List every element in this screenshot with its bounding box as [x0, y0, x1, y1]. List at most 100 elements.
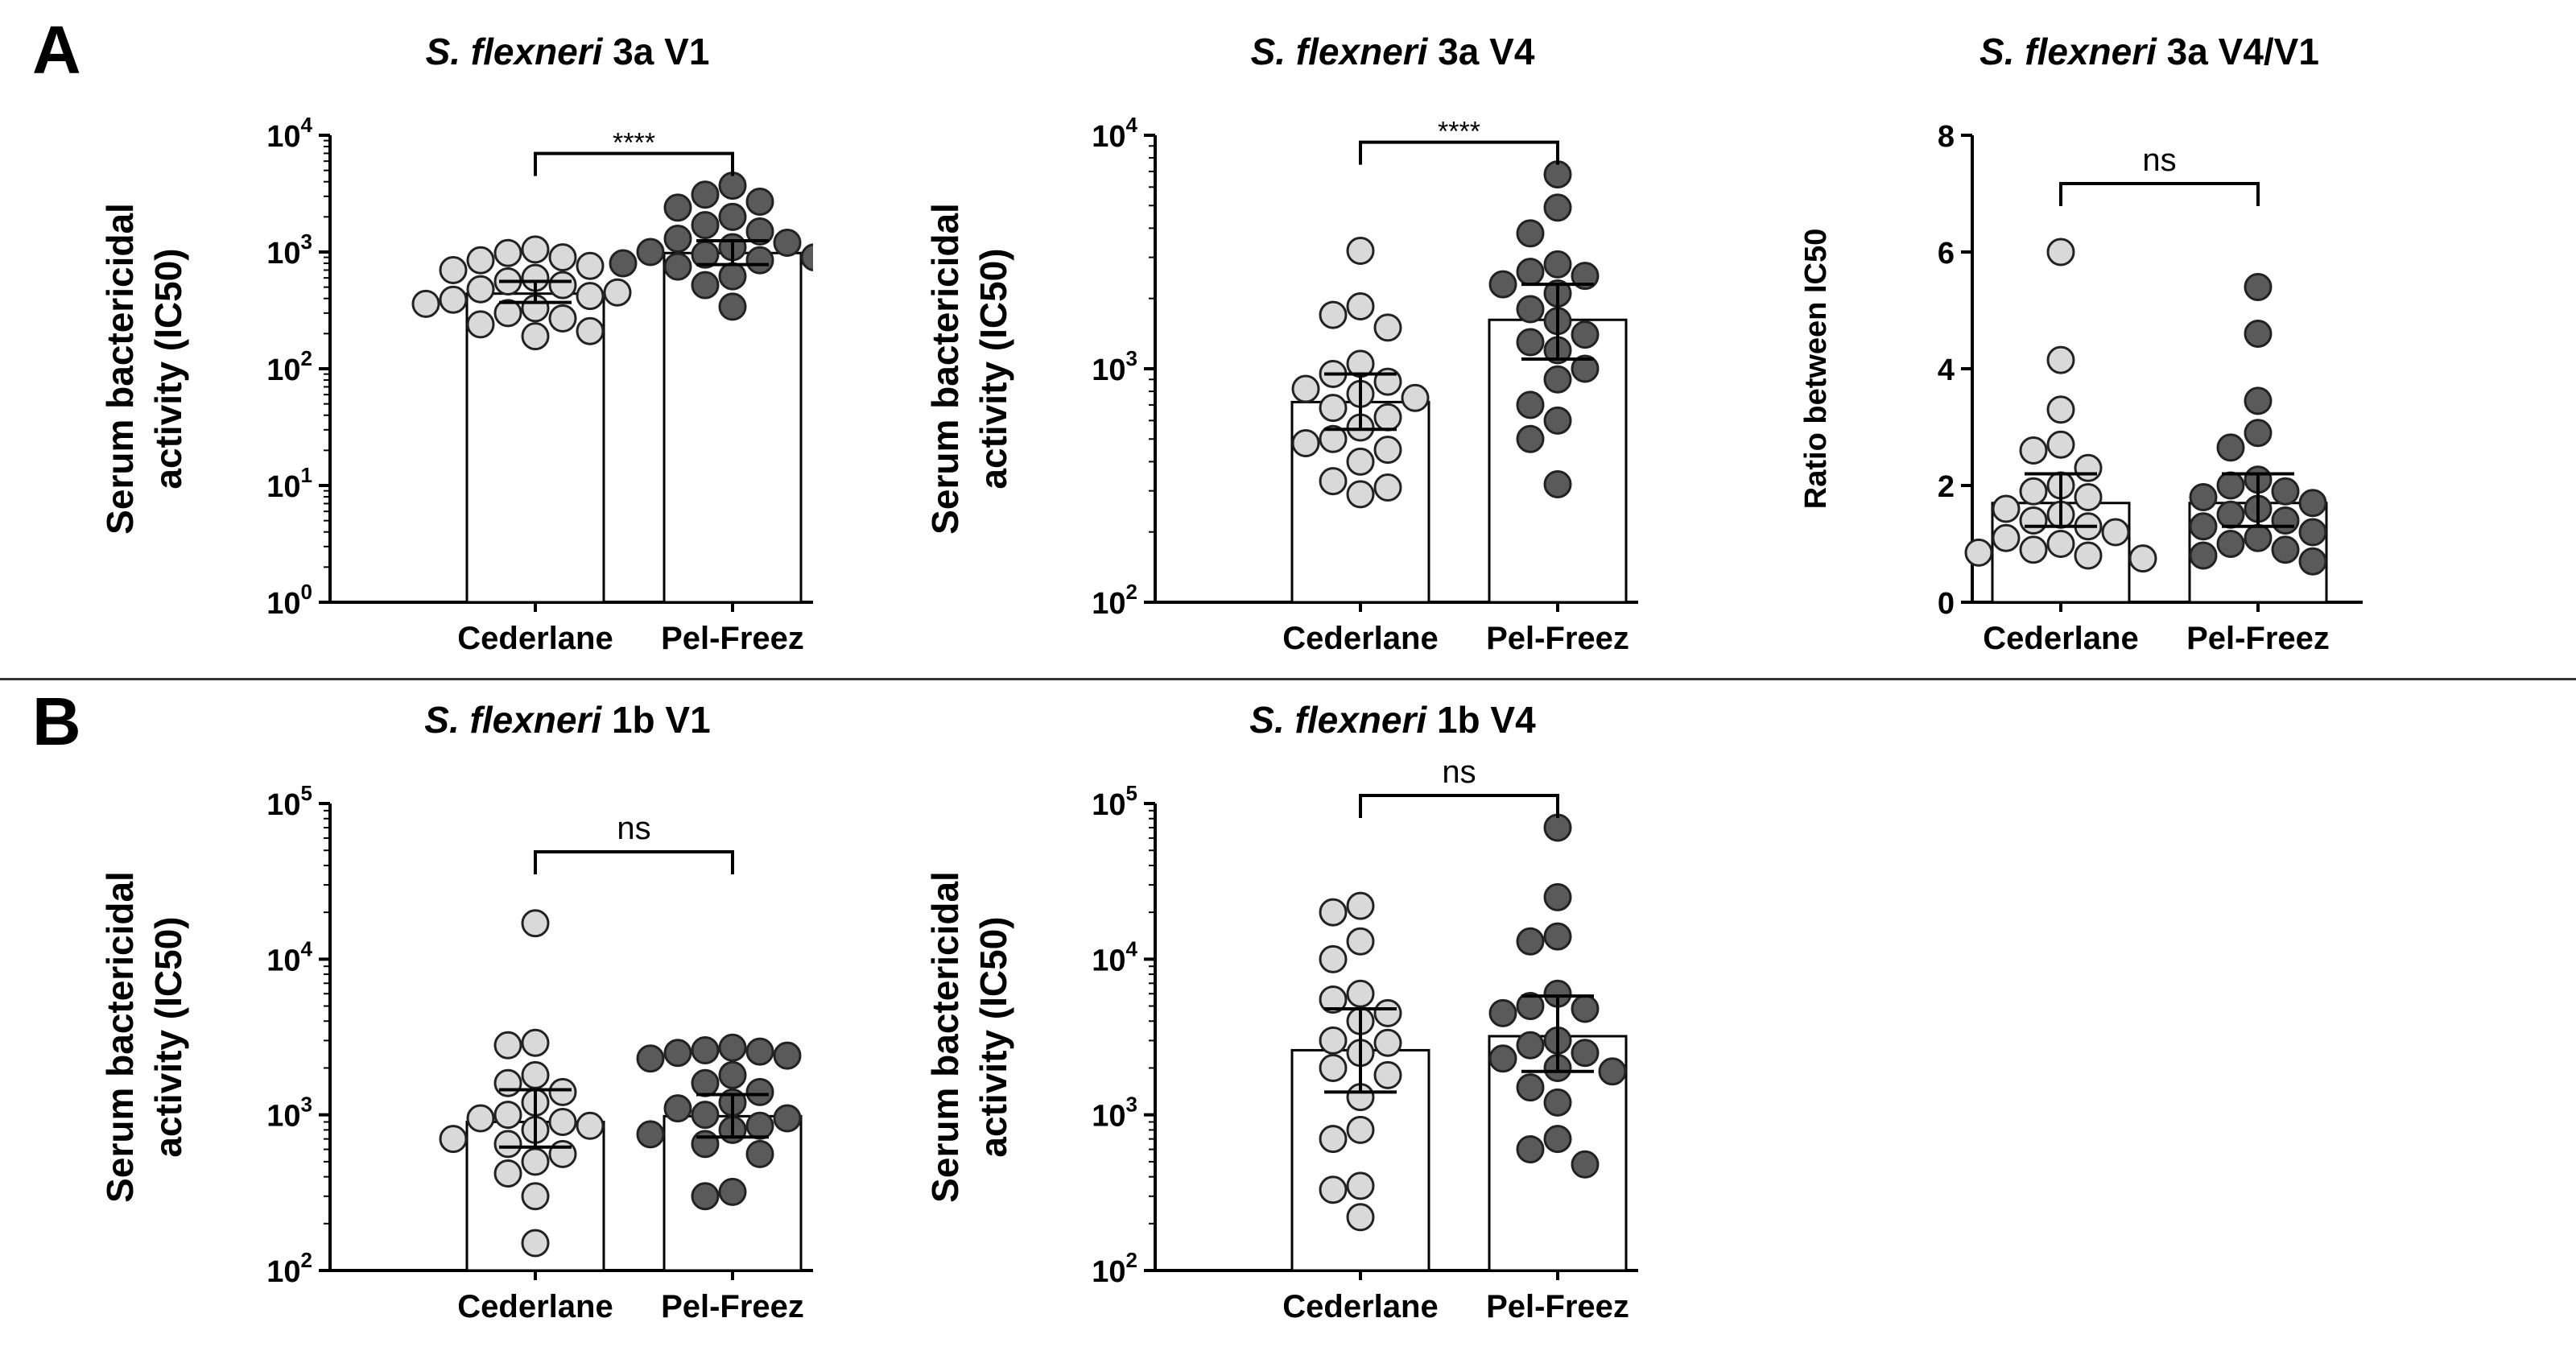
- data-point: [663, 224, 692, 253]
- data-point: [2019, 506, 2048, 535]
- data-point: [439, 1125, 468, 1154]
- significance-bracket: [534, 850, 734, 874]
- data-point: [1598, 1057, 1627, 1086]
- data-point: [2216, 471, 2245, 500]
- data-point: [1516, 258, 1545, 287]
- chart-title: S. flexneri 3a V1: [426, 31, 710, 72]
- y-axis-label-line1: Serum bactericidal: [924, 203, 966, 535]
- data-point: [493, 1101, 522, 1130]
- data-point: [1291, 374, 1320, 403]
- data-point: [1319, 1175, 1348, 1204]
- data-point: [663, 193, 692, 222]
- data-point: [576, 282, 605, 311]
- x-tick-label: Cederlane: [1983, 621, 2138, 656]
- data-point: [1571, 1150, 1600, 1179]
- chart-3a-ratio: S. flexneri 3a V4/V1 Ratio between IC50 0 2…: [1799, 31, 2363, 656]
- data-point: [466, 275, 495, 304]
- data-point: [493, 1068, 522, 1097]
- data-point: [1401, 383, 1430, 412]
- data-point: [2216, 530, 2245, 558]
- data-point: [1516, 295, 1545, 324]
- data-point: [2074, 483, 2103, 511]
- significance-bracket: [1359, 794, 1559, 818]
- panel-label-a: A: [32, 12, 81, 88]
- data-point: [1964, 538, 1993, 567]
- data-point: [2046, 530, 2075, 558]
- x-tick-label: Cederlane: [1282, 621, 1438, 656]
- data-point: [691, 1130, 720, 1159]
- data-point: [1319, 1026, 1348, 1055]
- y-tick-label: 103: [1092, 1093, 1137, 1134]
- data-point: [411, 289, 440, 318]
- data-point: [466, 310, 495, 339]
- data-point: [521, 1229, 550, 1258]
- y-tick-label: 102: [266, 346, 312, 387]
- y-tick-label: 103: [266, 1093, 312, 1134]
- x-tick-label: Cederlane: [1282, 1289, 1438, 1324]
- data-point: [1319, 1125, 1348, 1154]
- data-point: [1373, 1060, 1402, 1089]
- data-point: [1543, 1125, 1572, 1154]
- data-point: [2244, 386, 2273, 415]
- data-point: [493, 299, 522, 328]
- x-tick-label: Pel-Freez: [1486, 621, 1629, 656]
- data-point: [800, 243, 813, 272]
- data-point: [1346, 447, 1375, 476]
- data-point: [718, 171, 747, 200]
- data-point: [1543, 160, 1572, 189]
- data-point: [1373, 436, 1402, 465]
- data-point: [1571, 1039, 1600, 1068]
- data-point: [1516, 992, 1545, 1021]
- data-point: [663, 1039, 692, 1068]
- data-point: [548, 304, 577, 333]
- data-point: [1346, 237, 1375, 266]
- data-point: [718, 1060, 747, 1089]
- y-tick-label: 105: [1092, 781, 1137, 822]
- y-tick-label: 103: [266, 229, 312, 271]
- data-point: [1543, 406, 1572, 435]
- data-point: [1543, 250, 1572, 279]
- data-point: [521, 1060, 550, 1089]
- y-tick-label: 8: [1938, 120, 1955, 154]
- data-point: [493, 1031, 522, 1060]
- significance-label: ****: [613, 128, 655, 159]
- data-point: [1516, 1135, 1545, 1164]
- data-point: [576, 251, 605, 280]
- data-point: [548, 1108, 577, 1137]
- data-point: [691, 211, 720, 240]
- data-point: [548, 243, 577, 272]
- chart-1b-v4: S. flexneri 1b V4 Serum bactericidal activ…: [924, 699, 1638, 1324]
- data-point: [603, 278, 632, 307]
- data-point: [1373, 313, 1402, 342]
- data-point: [773, 229, 802, 258]
- data-point: [609, 249, 638, 278]
- panel-label-b: B: [32, 684, 81, 759]
- data-point: [1319, 424, 1348, 453]
- y-tick-label: 104: [266, 936, 312, 977]
- data-point: [2101, 518, 2130, 547]
- data-point: [1373, 998, 1402, 1027]
- significance-bracket: [1359, 140, 1559, 165]
- data-point: [466, 246, 495, 275]
- data-point: [2019, 535, 2048, 564]
- data-point: [2189, 512, 2218, 541]
- data-point: [2244, 273, 2273, 301]
- data-point: [1319, 1053, 1348, 1082]
- data-point: [2244, 419, 2273, 448]
- x-tick-label: Pel-Freez: [2186, 621, 2330, 656]
- data-point: [521, 1147, 550, 1176]
- data-point: [2019, 477, 2048, 506]
- data-point: [2244, 320, 2273, 348]
- data-point: [2046, 430, 2075, 459]
- y-tick-label: 104: [1092, 936, 1137, 977]
- data-point: [718, 262, 747, 291]
- y-axis-label-line1: Serum bactericidal: [99, 203, 141, 535]
- data-point: [636, 238, 665, 266]
- y-tick-label: 104: [1092, 113, 1137, 154]
- data-point: [2046, 395, 2075, 424]
- data-point: [1319, 985, 1348, 1014]
- data-point: [1516, 390, 1545, 419]
- data-point: [1516, 1031, 1545, 1060]
- data-point: [439, 285, 468, 314]
- significance-bracket: [534, 151, 734, 176]
